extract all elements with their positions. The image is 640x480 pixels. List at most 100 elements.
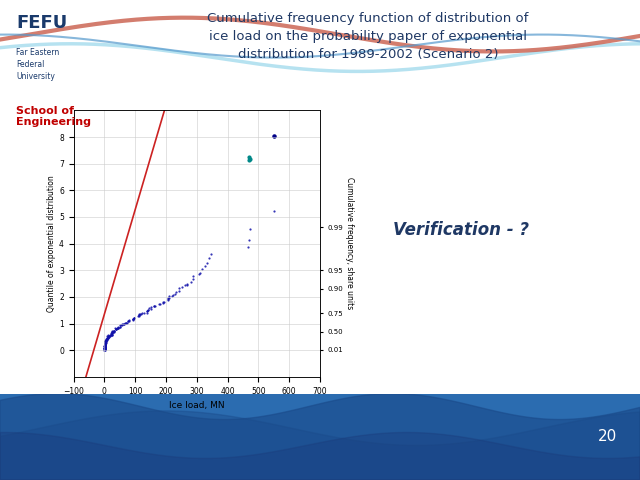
Point <box>195 269 205 277</box>
Point <box>102 335 112 342</box>
Point <box>244 155 255 163</box>
Point <box>124 317 134 325</box>
Point <box>136 310 147 317</box>
Point <box>142 308 152 315</box>
Point <box>100 344 110 351</box>
Point <box>134 312 144 319</box>
Point <box>197 265 207 273</box>
Point <box>102 335 113 342</box>
Point <box>200 262 210 269</box>
Point <box>133 312 143 320</box>
Point <box>108 327 118 335</box>
Point <box>100 340 110 348</box>
Point <box>134 312 144 320</box>
Point <box>111 325 122 333</box>
Point <box>100 339 111 347</box>
Point <box>139 310 149 317</box>
Point <box>100 339 110 347</box>
Point <box>119 320 129 328</box>
Point <box>100 339 110 347</box>
Point <box>100 339 111 347</box>
Point <box>99 342 109 350</box>
Point <box>106 330 116 338</box>
Point <box>108 328 118 336</box>
Text: Far Eastern
Federal
University: Far Eastern Federal University <box>16 48 60 81</box>
Point <box>134 311 144 318</box>
Point <box>99 344 109 352</box>
Point <box>100 339 110 347</box>
Point <box>120 319 131 327</box>
Point <box>113 324 123 331</box>
Point <box>109 328 119 336</box>
Point <box>204 254 214 262</box>
Point <box>112 324 122 332</box>
Point <box>186 278 196 286</box>
Point <box>100 340 110 348</box>
Point <box>135 310 145 318</box>
Point <box>102 336 112 344</box>
Point <box>111 325 121 333</box>
Point <box>100 337 111 345</box>
Point <box>100 344 110 352</box>
Point <box>107 328 117 336</box>
Point <box>104 332 115 339</box>
Point <box>100 341 110 348</box>
Point <box>116 321 126 329</box>
Point <box>158 299 168 307</box>
Point <box>141 309 152 316</box>
Text: School of
Engineering: School of Engineering <box>16 106 91 127</box>
Point <box>100 340 110 348</box>
Point <box>129 314 139 322</box>
Point <box>111 325 121 333</box>
Point <box>100 343 110 351</box>
Point <box>101 338 111 346</box>
Point <box>102 336 113 343</box>
Point <box>148 302 159 310</box>
Point <box>99 344 109 351</box>
Point <box>107 331 117 339</box>
Point <box>177 283 188 291</box>
Point <box>100 339 110 347</box>
Point <box>100 344 110 351</box>
Point <box>101 336 111 344</box>
Point <box>100 337 111 345</box>
Point <box>99 343 109 350</box>
Point <box>101 336 111 344</box>
Point <box>269 132 279 140</box>
Point <box>179 282 189 289</box>
Point <box>104 332 114 340</box>
Point <box>103 331 113 339</box>
Point <box>167 292 177 300</box>
Point <box>154 300 164 308</box>
Point <box>107 330 117 337</box>
Point <box>128 315 138 323</box>
Point <box>145 305 156 313</box>
Point <box>100 344 110 351</box>
Y-axis label: Quantile of exponential distribution: Quantile of exponential distribution <box>47 175 56 312</box>
Point <box>100 345 110 352</box>
Point <box>107 328 117 336</box>
Text: Cumulative frequency function of distribution of
ice load on the probability pap: Cumulative frequency function of distrib… <box>207 12 529 61</box>
Y-axis label: Cumulative frequency, share units: Cumulative frequency, share units <box>346 178 355 310</box>
Point <box>106 331 116 339</box>
Point <box>101 336 111 344</box>
Point <box>150 302 160 310</box>
Point <box>100 339 110 347</box>
Point <box>128 315 138 323</box>
Point <box>102 333 113 340</box>
Point <box>243 156 253 164</box>
Point <box>202 259 212 267</box>
Point <box>100 340 110 348</box>
Point <box>159 299 170 306</box>
Point <box>102 334 113 342</box>
Point <box>124 316 134 324</box>
Point <box>100 342 110 349</box>
Point <box>101 337 111 345</box>
Point <box>244 153 254 161</box>
Point <box>163 294 173 302</box>
Text: 20: 20 <box>598 429 618 444</box>
Point <box>129 314 139 322</box>
Point <box>107 331 117 339</box>
Point <box>113 323 123 330</box>
Point <box>102 333 113 341</box>
